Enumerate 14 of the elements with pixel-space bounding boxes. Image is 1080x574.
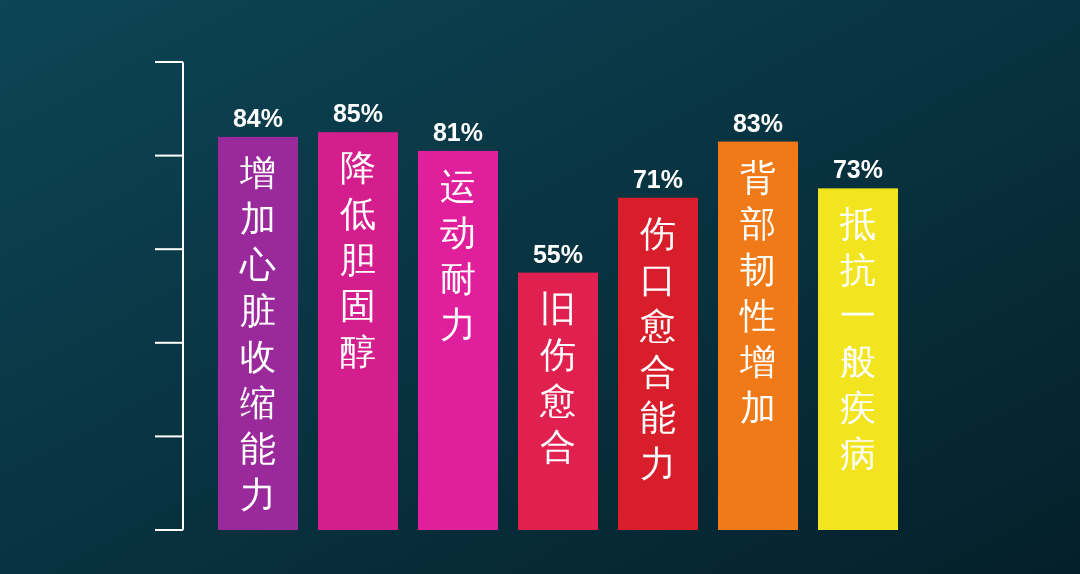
data-label: 83% [732,108,784,137]
x-tick-label: 增加心脏收缩能力 [239,151,276,515]
data-label: 73% [832,155,884,184]
x-tick-label: 伤口愈合能力 [639,212,676,484]
data-label: 85% [332,99,384,128]
data-label: 81% [432,117,484,146]
data-label: 55% [532,239,584,268]
x-tick-label: 抵抗一般疾病 [839,203,876,475]
x-tick-label: 运动耐力 [440,165,476,345]
data-label: 84% [232,103,284,132]
data-label: 71% [632,164,684,193]
x-tick-label: 降低胆固醇 [340,147,376,373]
x-tick-label: 旧伤愈合 [539,287,576,467]
x-tick-label: 背部韧性增加 [739,156,776,428]
